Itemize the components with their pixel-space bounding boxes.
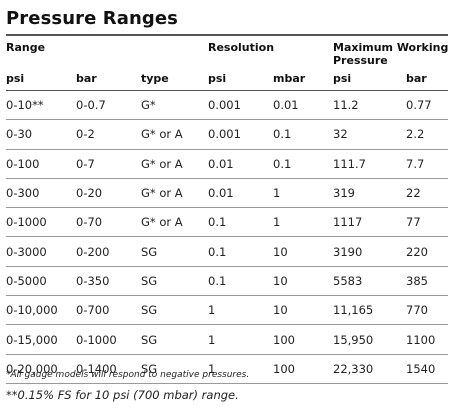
- cell-range-bar: 0-70: [76, 207, 141, 238]
- cell-resolution-psi: 0.1: [208, 207, 273, 238]
- cell-type: SG: [141, 295, 208, 326]
- pressure-ranges-table: 0-10** 0-0.7 G* 0.001 0.01 11.2 0.77 0-30 0-2 G* …: [6, 89, 448, 384]
- cell-resolution-mbar: 10: [273, 236, 333, 267]
- cell-max-psi: 5583: [333, 266, 406, 297]
- cell-type: SG: [141, 324, 208, 355]
- cell-range-psi: 0-100: [6, 149, 76, 179]
- cell-max-psi: 111.7: [333, 149, 406, 179]
- cell-range-psi: 0-5000: [6, 266, 76, 297]
- unit-max-bar: bar: [406, 72, 427, 85]
- unit-max-psi: psi: [333, 72, 352, 85]
- cell-range-psi: 0-10**: [6, 89, 76, 121]
- cell-range-psi: 0-300: [6, 178, 76, 209]
- unit-type: type: [141, 72, 169, 85]
- cell-resolution-mbar: 1: [273, 207, 333, 238]
- table-row: 0-300 0-20 G* or A 0.01 1 319 22: [6, 178, 448, 209]
- cell-max-bar: 1540: [406, 354, 448, 384]
- cell-resolution-mbar: 100: [273, 324, 333, 355]
- header-max-working-line2: Pressure: [333, 54, 388, 67]
- unit-range-bar: bar: [76, 72, 97, 85]
- cell-range-bar: 0-1000: [76, 324, 141, 355]
- table-row: 0-100 0-7 G* or A 0.01 0.1 111.7 7.7: [6, 149, 448, 179]
- cell-max-bar: 0.77: [406, 89, 448, 121]
- cell-max-psi: 319: [333, 178, 406, 209]
- cell-max-bar: 22: [406, 178, 448, 209]
- table-row: 0-10,000 0-700 SG 1 10 11,165 770: [6, 295, 448, 326]
- cell-range-bar: 0-2: [76, 119, 141, 150]
- cell-range-psi: 0-10,000: [6, 295, 76, 326]
- cell-max-psi: 22,330: [333, 354, 406, 384]
- table-row: 0-20,000 0-1400 SG 1 100 22,330 1540: [6, 354, 448, 384]
- cell-range-psi: 0-30: [6, 119, 76, 150]
- unit-resolution-psi: psi: [208, 72, 227, 85]
- cell-range-bar: 0-1400: [76, 354, 141, 384]
- cell-type: G*: [141, 89, 208, 121]
- cell-range-bar: 0-200: [76, 236, 141, 267]
- cell-max-psi: 32: [333, 119, 406, 150]
- cell-max-bar: 220: [406, 236, 448, 267]
- cell-resolution-psi: 0.001: [208, 89, 273, 121]
- page-title: Pressure Ranges: [6, 8, 178, 29]
- cell-resolution-psi: 0.1: [208, 236, 273, 267]
- footnote-accuracy: **0.15% FS for 10 psi (700 mbar) range.: [6, 388, 239, 402]
- cell-resolution-mbar: 100: [273, 354, 333, 384]
- cell-type: SG: [141, 354, 208, 384]
- cell-max-bar: 770: [406, 295, 448, 326]
- cell-range-bar: 0-350: [76, 266, 141, 297]
- header-range: Range: [6, 41, 46, 54]
- cell-max-psi: 3190: [333, 236, 406, 267]
- cell-range-bar: 0-700: [76, 295, 141, 326]
- cell-range-psi: 0-20,000: [6, 354, 76, 384]
- header-resolution: Resolution: [208, 41, 275, 54]
- cell-max-bar: 385: [406, 266, 448, 297]
- cell-resolution-psi: 1: [208, 324, 273, 355]
- cell-resolution-mbar: 10: [273, 295, 333, 326]
- cell-type: SG: [141, 236, 208, 267]
- footnote-negative-pressures: *All gauge models will respond to negati…: [6, 370, 250, 380]
- cell-resolution-psi: 1: [208, 295, 273, 326]
- cell-resolution-psi: 0.1: [208, 266, 273, 297]
- cell-max-bar: 1100: [406, 324, 448, 355]
- table-row: 0-30 0-2 G* or A 0.001 0.1 32 2.2: [6, 119, 448, 150]
- cell-max-bar: 7.7: [406, 149, 448, 179]
- cell-resolution-mbar: 10: [273, 266, 333, 297]
- cell-range-psi: 0-15,000: [6, 324, 76, 355]
- cell-range-bar: 0-0.7: [76, 89, 141, 121]
- cell-type: G* or A: [141, 149, 208, 179]
- cell-max-psi: 1117: [333, 207, 406, 238]
- cell-type: G* or A: [141, 178, 208, 209]
- cell-resolution-psi: 0.01: [208, 149, 273, 179]
- header-max-working-line1: Maximum Working: [333, 41, 449, 54]
- cell-resolution-psi: 0.001: [208, 119, 273, 150]
- title-divider: [6, 34, 448, 36]
- cell-max-psi: 11.2: [333, 89, 406, 121]
- unit-resolution-mbar: mbar: [273, 72, 306, 85]
- cell-resolution-mbar: 0.01: [273, 89, 333, 121]
- cell-type: G* or A: [141, 119, 208, 150]
- cell-type: G* or A: [141, 207, 208, 238]
- cell-resolution-mbar: 0.1: [273, 149, 333, 179]
- cell-range-bar: 0-20: [76, 178, 141, 209]
- table-row: 0-10** 0-0.7 G* 0.001 0.01 11.2 0.77: [6, 89, 448, 121]
- cell-resolution-mbar: 1: [273, 178, 333, 209]
- cell-resolution-mbar: 0.1: [273, 119, 333, 150]
- cell-max-psi: 15,950: [333, 324, 406, 355]
- unit-range-psi: psi: [6, 72, 25, 85]
- cell-resolution-psi: 0.01: [208, 178, 273, 209]
- cell-max-bar: 77: [406, 207, 448, 238]
- cell-type: SG: [141, 266, 208, 297]
- cell-range-psi: 0-1000: [6, 207, 76, 238]
- cell-max-psi: 11,165: [333, 295, 406, 326]
- table-row: 0-1000 0-70 G* or A 0.1 1 1117 77: [6, 207, 448, 238]
- table-row: 0-5000 0-350 SG 0.1 10 5583 385: [6, 266, 448, 297]
- cell-range-psi: 0-3000: [6, 236, 76, 267]
- table-row: 0-3000 0-200 SG 0.1 10 3190 220: [6, 236, 448, 267]
- table-row: 0-15,000 0-1000 SG 1 100 15,950 1100: [6, 324, 448, 355]
- cell-max-bar: 2.2: [406, 119, 448, 150]
- cell-range-bar: 0-7: [76, 149, 141, 179]
- cell-resolution-psi: 1: [208, 354, 273, 384]
